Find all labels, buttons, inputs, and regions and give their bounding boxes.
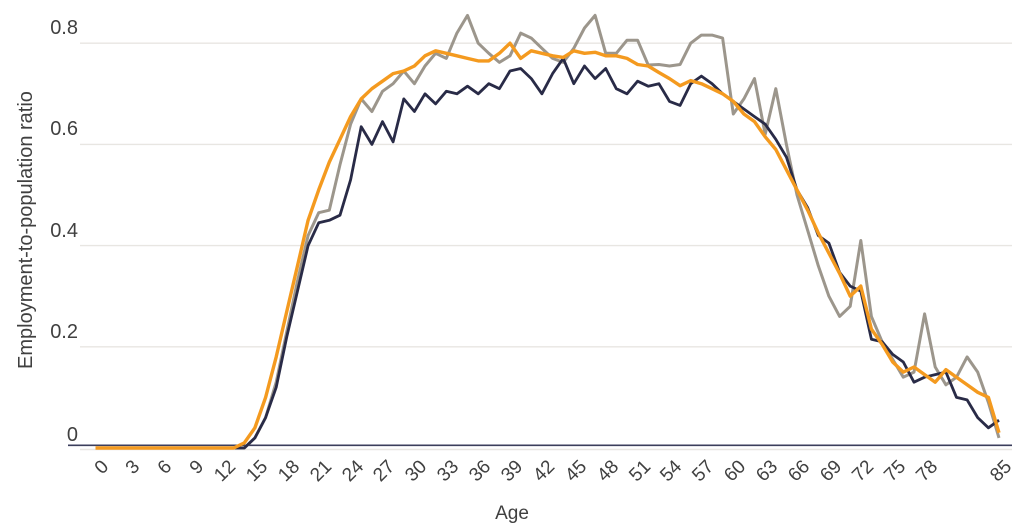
plot-area [68, 13, 1012, 451]
y-tick-label-0: 0 [66, 423, 78, 446]
orange-series-line [95, 41, 1001, 450]
y-axis-title: Employment-to-population ratio [15, 91, 37, 369]
x-axis-title: Age [495, 503, 529, 524]
y-tick-label-0.4: 0.4 [50, 219, 78, 242]
y-tick-label-0.6: 0.6 [50, 118, 78, 141]
gridlines [80, 42, 1012, 451]
employment-ratio-chart: 0 0.2 0.4 0.6 0.8 0 3 6 9 12 15 18 21 24 27 30 33 36 39 42… [15, 13, 1016, 524]
navy-series-line [95, 57, 1000, 450]
y-tick-label-0.2: 0.2 [50, 320, 78, 343]
y-tick-label-0.8: 0.8 [50, 17, 78, 40]
gray-series-line [95, 13, 1001, 450]
